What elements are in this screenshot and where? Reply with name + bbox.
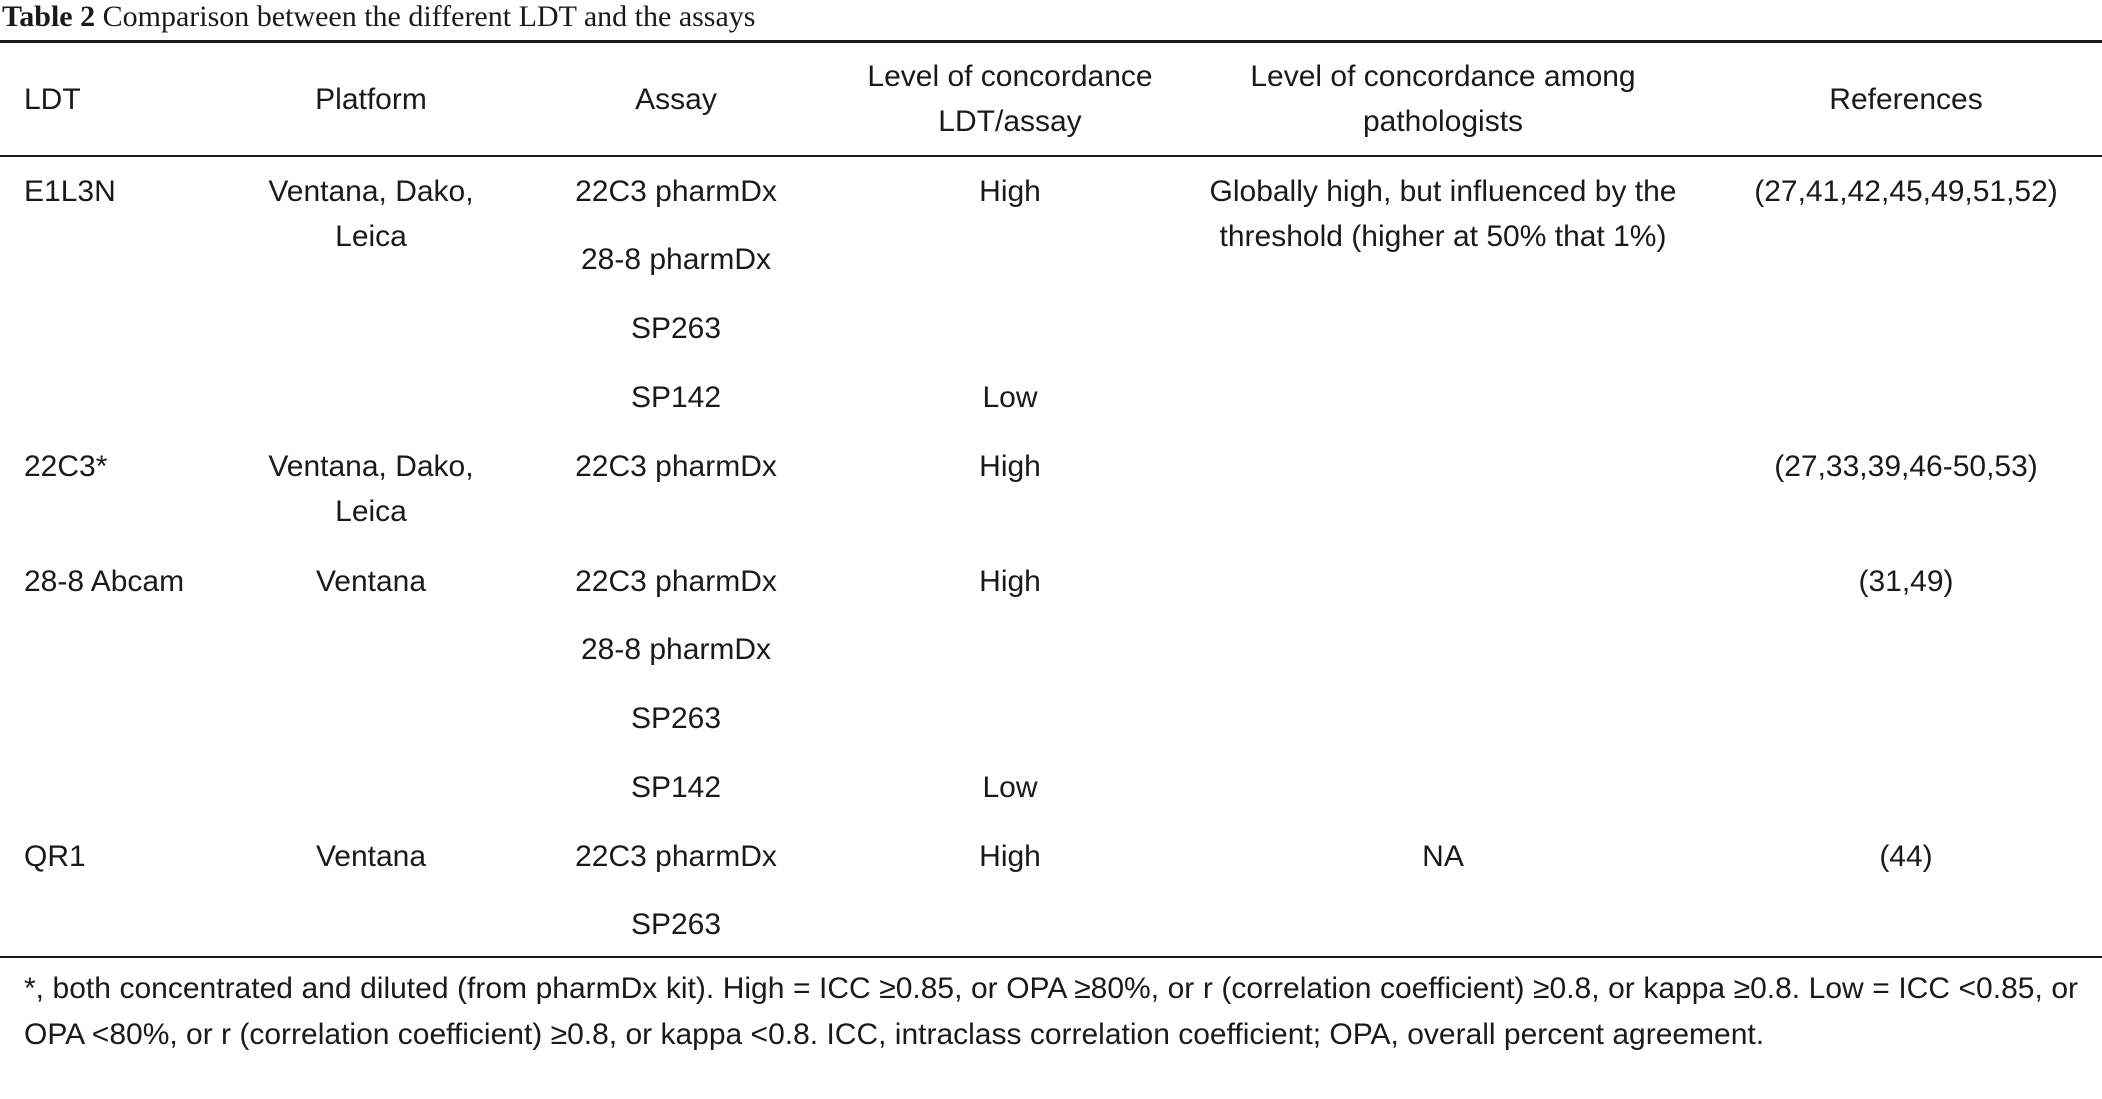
row-28-8-abcam-references: (31,49) bbox=[1858, 565, 1954, 598]
row-e1l3n-platform-line2: Leica bbox=[335, 220, 407, 253]
row-28-8-abcam-concordance-4: Low bbox=[982, 771, 1038, 804]
table-footnote: *, both concentrated and diluted (from p… bbox=[24, 972, 2078, 1051]
row-28-8-abcam-ldt: 28-8 Abcam bbox=[24, 565, 185, 598]
row-qr1-platform: Ventana bbox=[315, 840, 427, 873]
row-qr1-ldt: QR1 bbox=[24, 840, 86, 873]
row-e1l3n-pathologists-line1: Globally high, but influenced by the bbox=[1209, 175, 1677, 208]
row-qr1-assay-2: SP263 bbox=[630, 908, 722, 941]
row-22c3-concordance-1: High bbox=[979, 450, 1041, 483]
header-platform: Platform bbox=[315, 83, 427, 116]
row-e1l3n-assay-2: 28-8 pharmDx bbox=[580, 243, 772, 276]
row-28-8-abcam-platform: Ventana bbox=[315, 565, 427, 598]
header-concordance-pathologists-line2: pathologists bbox=[1362, 105, 1524, 138]
table-top-rule bbox=[0, 40, 2102, 43]
row-22c3-assay-1: 22C3 pharmDx bbox=[575, 450, 777, 483]
row-22c3-references: (27,33,39,46-50,53) bbox=[1774, 450, 2038, 483]
row-28-8-abcam-assay-2: 28-8 pharmDx bbox=[580, 633, 772, 666]
row-e1l3n-assay-1: 22C3 pharmDx bbox=[575, 175, 777, 208]
row-28-8-abcam-assay-4: SP142 bbox=[630, 771, 722, 804]
row-e1l3n-concordance-1: High bbox=[979, 175, 1041, 208]
row-e1l3n-pathologists-line2: threshold (higher at 50% that 1%) bbox=[1219, 220, 1667, 253]
header-assay: Assay bbox=[635, 83, 717, 116]
row-28-8-abcam-assay-3: SP263 bbox=[630, 702, 722, 735]
table-header-rule bbox=[0, 155, 2102, 157]
row-e1l3n-concordance-4: Low bbox=[982, 381, 1038, 414]
row-qr1-pathologists: NA bbox=[1422, 840, 1464, 873]
header-concordance-pathologists-line1: Level of concordance among bbox=[1250, 60, 1636, 93]
row-22c3-platform-line1: Ventana, Dako, bbox=[268, 450, 474, 483]
row-22c3-platform-line2: Leica bbox=[335, 495, 407, 528]
row-28-8-abcam-assay-1: 22C3 pharmDx bbox=[575, 565, 777, 598]
row-e1l3n-references: (27,41,42,45,49,51,52) bbox=[1754, 175, 2058, 208]
row-qr1-concordance-1: High bbox=[979, 840, 1041, 873]
table-caption-text: Comparison between the different LDT and… bbox=[95, 0, 756, 33]
table-caption: Table 2 Comparison between the different… bbox=[2, 0, 755, 36]
row-e1l3n-platform-line1: Ventana, Dako, bbox=[268, 175, 474, 208]
table-caption-label: Table 2 bbox=[2, 0, 96, 33]
row-e1l3n-assay-3: SP263 bbox=[630, 312, 722, 345]
row-qr1-references: (44) bbox=[1879, 840, 1933, 873]
row-qr1-assay-1: 22C3 pharmDx bbox=[575, 840, 777, 873]
header-concordance-ldt-assay-line2: LDT/assay bbox=[938, 105, 1082, 138]
row-e1l3n-assay-4: SP142 bbox=[630, 381, 722, 414]
header-concordance-ldt-assay-line1: Level of concordance bbox=[867, 60, 1153, 93]
header-ldt: LDT bbox=[24, 83, 81, 116]
row-28-8-abcam-concordance-1: High bbox=[979, 565, 1041, 598]
row-22c3-ldt: 22C3* bbox=[24, 450, 108, 483]
table-bottom-rule bbox=[0, 956, 2102, 958]
header-references: References bbox=[1829, 83, 1983, 116]
row-e1l3n-ldt: E1L3N bbox=[24, 175, 116, 208]
